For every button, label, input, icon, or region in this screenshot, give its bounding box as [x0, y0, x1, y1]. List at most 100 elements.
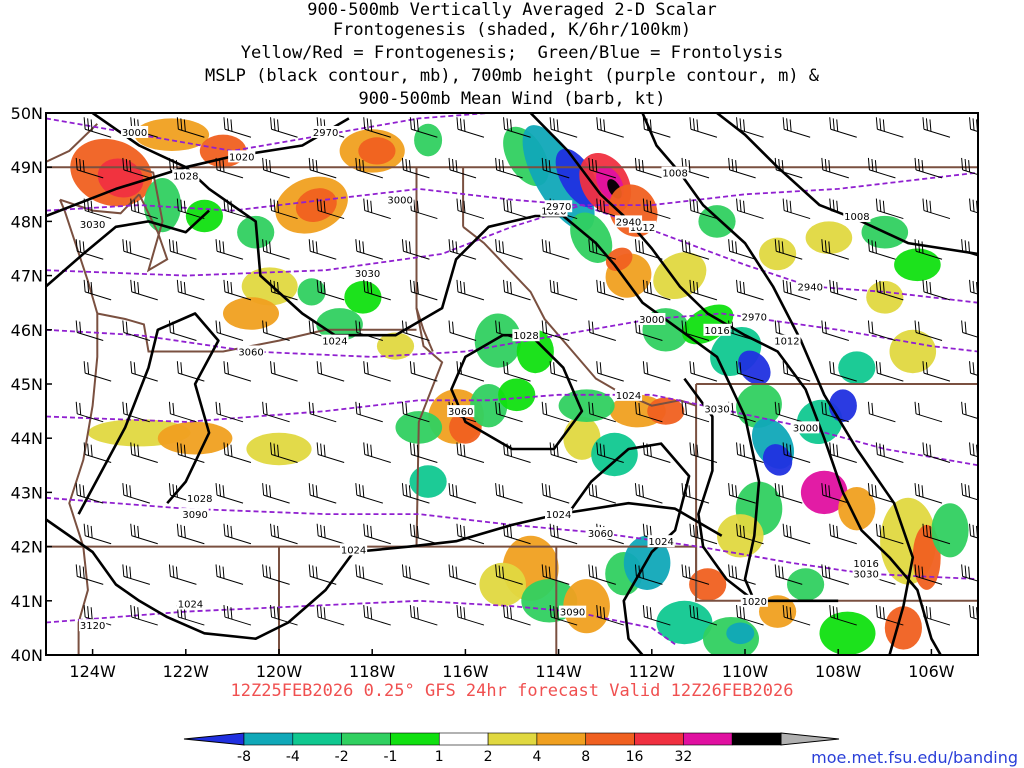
lon-label: 120W	[256, 662, 303, 681]
height-label: 3060	[238, 347, 263, 358]
credit-link[interactable]: moe.met.fsu.edu/banding	[811, 748, 1018, 767]
mslp-label: 1028	[513, 331, 538, 342]
mslp-label: 1024	[648, 537, 673, 548]
mslp-label-bg	[176, 597, 205, 610]
mslp-label-bg	[703, 323, 731, 336]
colorbar-label: 16	[626, 749, 644, 765]
lon-label: 112W	[629, 662, 676, 681]
colorbar-label: 8	[581, 749, 590, 765]
colorbar-right-arrow	[780, 732, 840, 746]
height-label-bg	[852, 567, 880, 580]
mslp-label-bg	[512, 329, 540, 342]
height-label-bg	[79, 619, 107, 632]
title-line-2: Frontogenesis (shaded, K/6hr/100km)	[332, 20, 692, 40]
height-label: 3030	[853, 570, 878, 581]
lat-label: 41N	[11, 592, 43, 611]
mslp-label: 1008	[662, 169, 687, 180]
lat-label: 50N	[11, 104, 43, 123]
lon-label: 118W	[349, 662, 396, 681]
height-label: 3030	[80, 220, 105, 231]
lat-label: 49N	[11, 158, 43, 177]
height-label-bg	[703, 402, 731, 415]
title-line-4: MSLP (black contour, mb), 700mb height (…	[204, 66, 820, 86]
height-label-bg	[353, 266, 382, 279]
colorbar-swatch	[292, 732, 342, 746]
mslp-label: 1016	[704, 326, 729, 337]
title-line-1: 900-500mb Vertically Averaged 2-D Scalar	[307, 0, 717, 20]
mslp-label: 1024	[322, 337, 347, 348]
height-label: 3060	[448, 407, 473, 418]
mslp-label-bg	[186, 491, 214, 504]
height-label: 2940	[798, 282, 823, 293]
mslp-label-bg	[843, 209, 871, 222]
height-label-bg	[181, 508, 209, 521]
mslp-label-bg	[740, 594, 768, 607]
mslp-label: 1024	[178, 600, 203, 611]
lon-label: 124W	[69, 662, 116, 681]
height-label-bg	[79, 218, 107, 231]
mslp-label-bg	[647, 535, 675, 548]
height-label-bg	[740, 310, 768, 323]
mslp-label-bg	[661, 166, 689, 179]
mslp-label-bg	[339, 543, 368, 556]
height-label-bg	[237, 345, 265, 358]
mslp-label-bg	[228, 150, 256, 163]
lon-label: 116W	[442, 662, 489, 681]
colorbar-label: -8	[237, 749, 251, 765]
colorbar: -8 -4 -2 -1 1 2 4 8 16 32	[183, 732, 840, 765]
mslp-label: 1012	[774, 337, 799, 348]
lat-label: 46N	[11, 321, 43, 340]
colorbar-left-arrow	[183, 732, 245, 746]
colorbar-swatch	[390, 732, 440, 746]
mslp-label: 1008	[844, 212, 869, 223]
height-label-bg	[545, 200, 573, 213]
lat-label: 48N	[11, 212, 43, 231]
height-label-bg	[447, 405, 475, 418]
mslp-label-bg	[614, 388, 643, 401]
lon-label: 106W	[908, 662, 955, 681]
mslp-label: 1012	[630, 223, 655, 234]
colorbar-swatch	[683, 732, 733, 746]
colorbar-swatch	[731, 732, 782, 746]
colorbar-label: 32	[674, 749, 692, 765]
lat-label: 43N	[11, 483, 43, 502]
title-line-5: 900-500mb Mean Wind (barb, kt)	[358, 89, 666, 109]
height-label-bg	[120, 125, 149, 138]
lat-label: 40N	[11, 646, 43, 665]
lon-label: 122W	[163, 662, 210, 681]
colorbar-swatch	[341, 732, 391, 746]
height-label-bg	[638, 312, 666, 325]
colorbar-label: 2	[484, 749, 493, 765]
mslp-label-bg	[545, 508, 573, 521]
colorbar-label: 1	[435, 749, 444, 765]
height-label-bg	[614, 215, 643, 228]
colorbar-label: -1	[383, 749, 397, 765]
mslp-label: 1020	[229, 152, 254, 163]
mslp-label: 1024	[546, 510, 571, 521]
height-label: 3030	[704, 404, 729, 415]
height-label: 3000	[793, 423, 818, 434]
lat-label: 42N	[11, 538, 43, 557]
colorbar-swatch	[536, 732, 587, 746]
colorbar-label: -4	[286, 749, 300, 765]
lat-label: 45N	[11, 375, 43, 394]
lon-label: 114W	[535, 662, 582, 681]
mslp-label-bg	[773, 334, 801, 347]
map-axes: 50N 49N 48N 47N 46N 45N 44N 43N 42N 41N 40N 124W 122…	[11, 104, 955, 681]
colorbar-swatch	[585, 732, 635, 746]
contour-labels: 1020 1028 1024 1028 1020 1008 1012 1008 1016 1012…	[79, 125, 880, 632]
valid-time-text: 12Z25FEB2026 0.25° GFS 24hr forecast Val…	[230, 681, 794, 701]
lon-label: 110W	[722, 662, 769, 681]
mslp-label-bg	[852, 556, 880, 569]
height-label: 3000	[387, 196, 412, 207]
height-label: 2970	[546, 202, 571, 213]
height-label-bg	[586, 527, 615, 540]
colorbar-label: -2	[335, 749, 349, 765]
height-label-bg	[558, 605, 587, 618]
height-label: 2970	[313, 128, 338, 139]
colorbar-swatch	[243, 732, 294, 746]
mslp-label: 1028	[187, 494, 212, 505]
title-line-3: Yellow/Red = Frontogenesis; Green/Blue =…	[240, 43, 784, 63]
colorbar-swatch	[438, 732, 489, 746]
